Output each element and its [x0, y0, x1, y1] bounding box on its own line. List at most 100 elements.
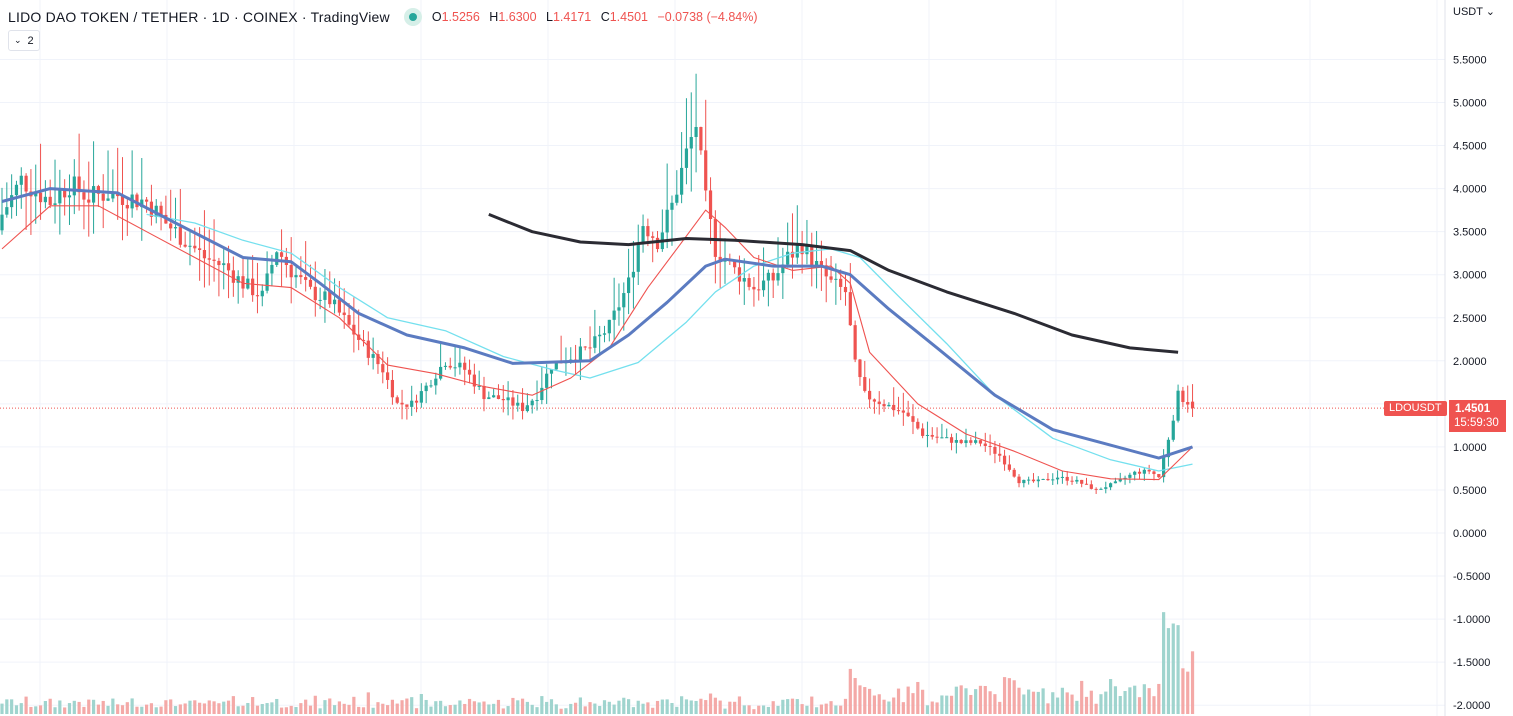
volume-bar: [617, 700, 621, 714]
volume-bar: [978, 685, 983, 714]
bar-countdown: 15:59:30: [1454, 417, 1499, 429]
volume-bar: [843, 698, 848, 714]
volume-bar: [5, 699, 9, 714]
candle-body: [419, 391, 423, 403]
volume-bar: [988, 691, 992, 714]
candle-body: [1147, 469, 1151, 472]
candle-body: [251, 278, 255, 296]
price-tick-label: 4.5000: [1453, 141, 1487, 153]
candle-body: [651, 236, 655, 238]
candle-body: [713, 219, 717, 257]
candle-body: [718, 256, 722, 262]
volume-bar: [1022, 694, 1026, 714]
candle-body: [848, 292, 852, 326]
volume-bar: [554, 704, 558, 714]
volume-bar: [58, 700, 62, 714]
moving-average-lines: [1, 187, 1193, 481]
currency-selector[interactable]: USDT ⌄: [1453, 6, 1496, 18]
volume-bar: [641, 703, 645, 714]
volume-bar: [887, 701, 891, 714]
volume-bar: [872, 695, 877, 714]
volume-bar: [366, 692, 370, 714]
candle-body: [583, 346, 587, 348]
volume-bar: [371, 707, 375, 714]
candle-body: [1181, 390, 1185, 403]
symbol-title[interactable]: LIDO DAO TOKEN / TETHER · 1D · COINEX · …: [8, 9, 390, 25]
volume-bar: [198, 702, 202, 714]
candle-body: [858, 359, 862, 378]
volume-bar: [318, 708, 322, 714]
candle-body: [699, 126, 703, 151]
candle-body: [1070, 480, 1074, 482]
volume-bar: [1036, 691, 1040, 714]
candle-body: [255, 295, 260, 297]
candle-body: [38, 192, 43, 203]
candle-body: [217, 260, 221, 266]
candle-body: [949, 437, 954, 443]
volume-bar: [347, 704, 351, 714]
volume-bar: [935, 702, 939, 714]
indicators-toggle-button[interactable]: ⌄ 2: [8, 30, 40, 51]
volume-bar: [10, 699, 14, 714]
volume-bar: [612, 704, 616, 714]
volume-bar: [43, 701, 47, 714]
candle-body: [1166, 439, 1171, 458]
candle-body: [1065, 476, 1069, 481]
candle-body: [10, 195, 14, 208]
volume-bar: [337, 701, 341, 714]
volume-bar: [313, 695, 317, 714]
volume-bar: [352, 696, 356, 714]
chevron-down-icon: ⌄: [14, 35, 22, 45]
volume-bar: [1012, 680, 1016, 714]
volume-bar: [1118, 696, 1122, 714]
candle-body: [352, 324, 356, 335]
candle-body: [275, 252, 279, 265]
volume-bar: [101, 700, 105, 714]
candle-body: [361, 339, 366, 341]
candle-body: [429, 385, 433, 387]
candle-body: [887, 404, 891, 407]
volume-bar: [930, 701, 934, 714]
volume-bar: [786, 699, 790, 714]
candle-body: [814, 261, 819, 266]
volume-bar: [294, 707, 298, 714]
candle-body: [1186, 402, 1190, 405]
volume-bar: [959, 685, 963, 714]
candle-body: [612, 310, 616, 320]
volume-bar: [646, 702, 650, 714]
volume-bar: [251, 697, 255, 714]
volume-bar: [622, 697, 626, 714]
volume-bar: [607, 701, 611, 714]
volume-bar: [511, 697, 515, 714]
volume-bar: [1002, 677, 1007, 714]
volume-bar: [424, 699, 428, 714]
candle-body: [506, 397, 510, 401]
volume-bar: [453, 704, 457, 714]
candle-body: [911, 416, 915, 422]
volume-bar: [1166, 628, 1171, 714]
volume-bar: [217, 703, 221, 714]
candle-body: [492, 395, 496, 398]
volume-bar: [540, 696, 544, 714]
volume-bar: [593, 703, 597, 714]
last-price: 1.4501: [1455, 403, 1491, 415]
volume-bar: [506, 706, 510, 714]
candle-body: [998, 453, 1002, 456]
volume-bar: [863, 687, 867, 714]
candle-body: [795, 245, 799, 258]
volume-bar: [1027, 689, 1031, 714]
close-value: 1.4501: [609, 10, 648, 24]
candle-body: [337, 299, 341, 313]
volume-bar: [448, 705, 452, 714]
volume-bar: [723, 708, 727, 714]
volume-bar: [776, 705, 780, 714]
candle-body: [1152, 471, 1156, 475]
chart-legend: LIDO DAO TOKEN / TETHER · 1D · COINEX · …: [8, 8, 764, 26]
volume-bar: [545, 701, 549, 714]
volume-bar: [429, 706, 433, 714]
volume-bar: [549, 699, 554, 714]
candle-body: [535, 400, 539, 402]
volume-bar: [289, 705, 293, 714]
volume-bar: [342, 703, 346, 714]
